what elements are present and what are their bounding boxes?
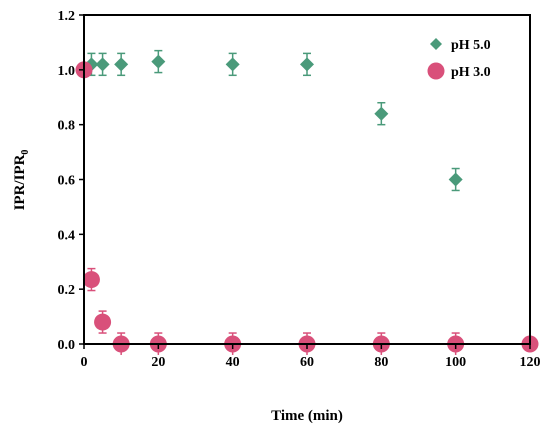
y-tick-label: 0.6 — [58, 174, 76, 189]
y-tick-label: 0.2 — [58, 283, 76, 298]
y-tick-label: 0.4 — [58, 228, 76, 243]
legend-item: pH 3.0 — [427, 62, 491, 80]
x-tick-label: 20 — [151, 355, 165, 370]
x-tick-label: 120 — [520, 355, 541, 370]
pH-5-diamond-marker — [374, 106, 389, 121]
axis-ticks: 0.0 0.2 0.4 0.6 0.8 1.0 1.2 0 20 40 60 80 100 120 — [58, 9, 541, 370]
pH-3-circle-marker — [82, 271, 100, 289]
y-axis-title-subscript: 0 — [20, 150, 31, 155]
series-pH-3 — [75, 61, 539, 355]
pH-3-circle-marker — [94, 313, 112, 331]
pH-5-diamond-marker — [95, 57, 110, 72]
pH-5-diamond-marker — [300, 57, 314, 72]
legend-item: pH 5.0 — [430, 38, 491, 53]
y-tick-label: 0.0 — [58, 338, 76, 353]
x-tick-label: 0 — [81, 355, 88, 370]
y-tick-label: 1.2 — [58, 9, 76, 24]
y-axis-title: IPR/IPR0 — [12, 150, 31, 211]
legend: pH 5.0 pH 3.0 — [427, 38, 491, 80]
x-axis-title: Time (min) — [271, 408, 343, 424]
series-pH-5 — [84, 49, 463, 192]
pH-5-diamond-marker — [151, 54, 166, 69]
pH-5-diamond-marker — [448, 172, 463, 187]
data-marks — [75, 49, 539, 355]
pH-5-diamond-marker — [225, 57, 240, 72]
legend-label: pH 5.0 — [451, 38, 491, 53]
legend-label: pH 3.0 — [451, 65, 491, 80]
x-tick-label: 100 — [445, 355, 466, 370]
pH-5-diamond-marker — [114, 57, 129, 72]
x-tick-label: 60 — [300, 355, 314, 370]
y-axis-title-main: IPR/IPR — [12, 154, 28, 210]
x-tick-label: 80 — [374, 355, 388, 370]
legend-diamond-marker — [430, 38, 442, 50]
y-tick-label: 1.0 — [58, 64, 76, 79]
x-tick-label: 40 — [226, 355, 240, 370]
legend-circle-marker — [427, 62, 445, 80]
y-tick-label: 0.8 — [58, 119, 76, 134]
